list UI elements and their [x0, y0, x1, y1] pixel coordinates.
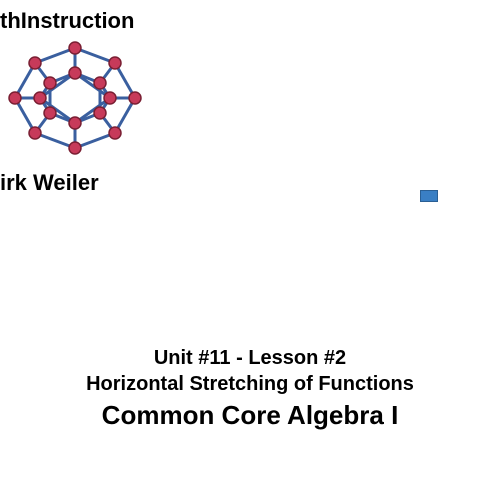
network-logo [0, 38, 150, 163]
network-logo-svg [0, 38, 150, 158]
lesson-title-block: Unit #11 - Lesson #2 Horizontal Stretchi… [0, 345, 500, 433]
lesson-course-line: Common Core Algebra I [0, 399, 500, 433]
lesson-unit-line: Unit #11 - Lesson #2 [0, 345, 500, 371]
author-name: irk Weiler [0, 170, 99, 196]
video-badge-icon [420, 190, 438, 202]
lesson-topic-line: Horizontal Stretching of Functions [0, 371, 500, 397]
site-name: thInstruction [0, 8, 134, 34]
